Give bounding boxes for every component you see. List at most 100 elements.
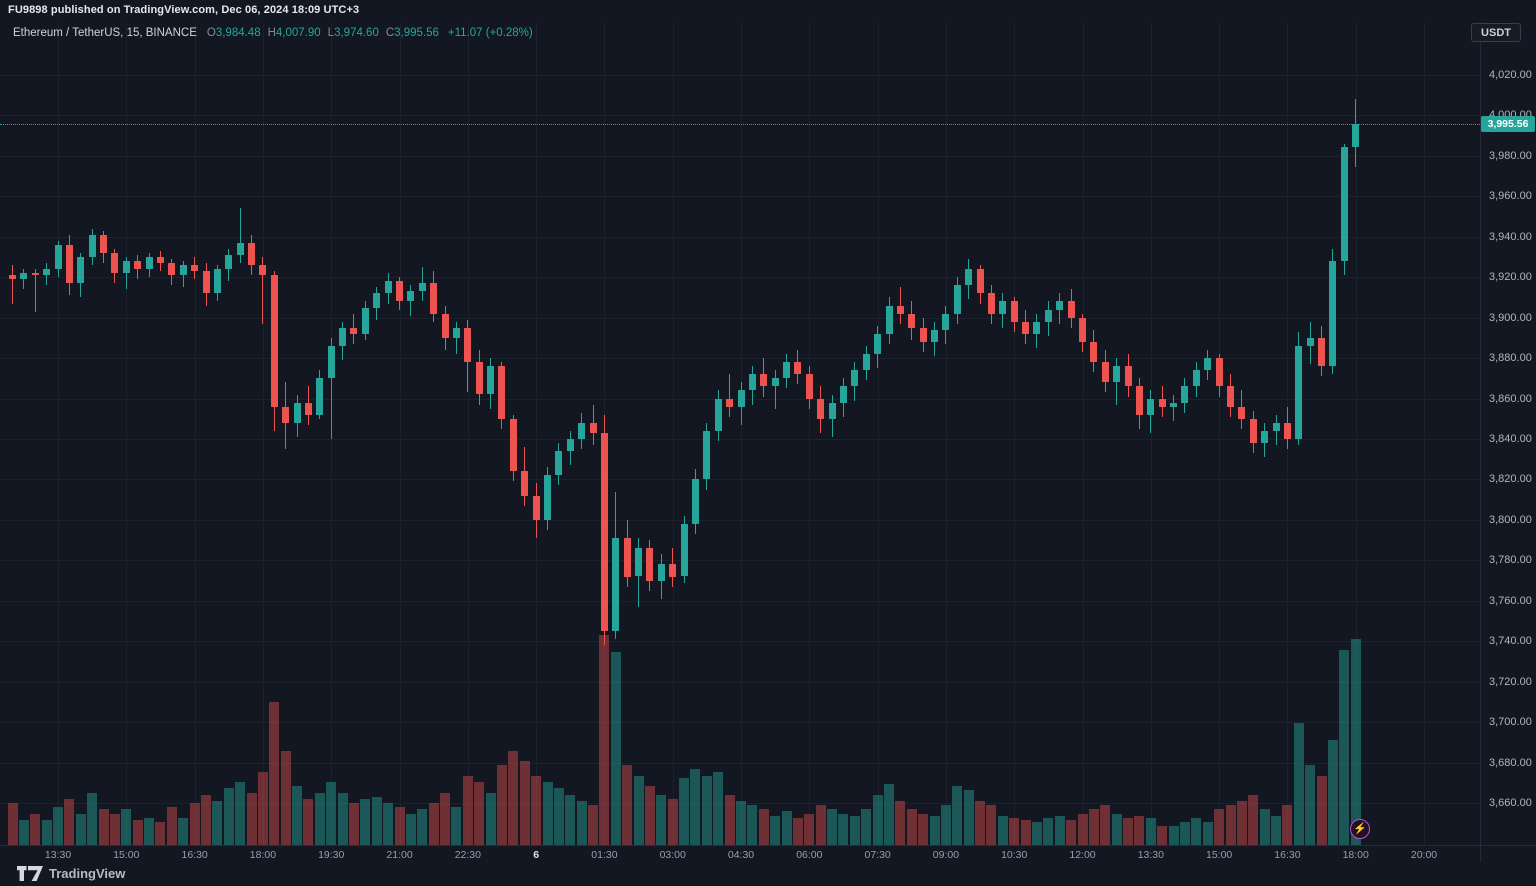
grid-line-v bbox=[468, 22, 469, 845]
tradingview-brand-text[interactable]: TradingView bbox=[49, 866, 126, 881]
chart-plot-area[interactable] bbox=[0, 22, 1480, 845]
candle-body bbox=[532, 495, 540, 520]
volume-bar bbox=[1259, 809, 1270, 845]
volume-bar bbox=[701, 775, 712, 845]
volume-bar bbox=[1054, 815, 1065, 845]
price-tick-label: 3,920.00 bbox=[1489, 271, 1532, 284]
candle-body bbox=[1352, 124, 1360, 147]
candle-body bbox=[1124, 366, 1132, 387]
grid-line-v bbox=[878, 22, 879, 845]
candle-body bbox=[794, 362, 802, 375]
volume-bar bbox=[212, 800, 223, 845]
candle-body bbox=[236, 242, 244, 255]
grid-line-v bbox=[126, 22, 127, 845]
candle-body bbox=[384, 281, 392, 294]
candle-body bbox=[88, 234, 96, 257]
volume-bar bbox=[155, 821, 166, 845]
grid-line-v bbox=[1356, 22, 1357, 845]
close-value: 3,995.56 bbox=[394, 26, 439, 39]
volume-bar bbox=[109, 813, 120, 845]
price-tick-label: 3,700.00 bbox=[1489, 716, 1532, 729]
volume-bar bbox=[792, 817, 803, 845]
volume-bar bbox=[531, 775, 542, 845]
volume-bar bbox=[667, 798, 678, 845]
volume-bar bbox=[121, 809, 132, 845]
volume-bar bbox=[360, 798, 371, 845]
grid-line-h bbox=[0, 438, 1480, 440]
candle-wick bbox=[330, 337, 332, 439]
time-tick-label: 20:00 bbox=[1410, 849, 1438, 861]
volume-bar bbox=[383, 803, 394, 845]
volume-bar bbox=[542, 782, 553, 845]
volume-bar bbox=[1145, 817, 1156, 845]
tradingview-logo-icon[interactable] bbox=[17, 866, 43, 881]
candle-body bbox=[862, 354, 870, 371]
candle-body bbox=[703, 430, 711, 480]
candle-body bbox=[350, 327, 358, 334]
candle-body bbox=[1227, 386, 1234, 407]
grid-line-h bbox=[0, 115, 1480, 117]
volume-bar bbox=[1088, 809, 1099, 845]
candle-body bbox=[77, 256, 85, 284]
volume-bar bbox=[713, 771, 724, 845]
candle-body bbox=[1295, 345, 1303, 439]
publisher-text: FU9898 published on TradingView.com, Dec… bbox=[8, 4, 360, 16]
grid-line-h bbox=[0, 236, 1480, 238]
volume-bar bbox=[588, 805, 599, 845]
candle-body bbox=[396, 281, 404, 302]
volume-bar bbox=[918, 813, 929, 845]
volume-bar bbox=[201, 794, 212, 845]
candle-body bbox=[168, 263, 176, 276]
volume-bar bbox=[474, 782, 485, 845]
volume-bar bbox=[1271, 815, 1282, 845]
candle-body bbox=[589, 422, 597, 433]
price-tick-label: 3,680.00 bbox=[1489, 756, 1532, 769]
price-tick-label: 3,940.00 bbox=[1489, 230, 1532, 243]
candle-body bbox=[1181, 386, 1189, 403]
price-axis[interactable]: 4,020.004,000.003,980.003,960.003,940.00… bbox=[1480, 22, 1536, 845]
candle-body bbox=[134, 261, 142, 270]
time-tick-label: 15:00 bbox=[113, 849, 140, 861]
volume-bar bbox=[132, 819, 143, 845]
volume-bar bbox=[257, 771, 268, 845]
candle-wick bbox=[262, 256, 264, 324]
volume-bar bbox=[235, 782, 246, 845]
volume-bar bbox=[269, 702, 280, 845]
volume-bar bbox=[884, 784, 894, 845]
grid-line-h bbox=[0, 519, 1480, 521]
candle-body bbox=[65, 244, 73, 284]
candle-body bbox=[1306, 337, 1314, 346]
candle-body bbox=[122, 261, 130, 274]
time-axis[interactable]: 13:30 15:00 16:30 18:00 19:30 21:00 22:30 6 01:3… bbox=[0, 845, 1480, 862]
candle-body bbox=[248, 242, 256, 266]
price-tick-label: 3,960.00 bbox=[1489, 190, 1532, 203]
candle-body bbox=[931, 329, 939, 342]
lightning-boost-icon[interactable]: ⚡ bbox=[1350, 819, 1370, 839]
volume-bar bbox=[144, 817, 155, 845]
currency-usdt-button[interactable]: USDT bbox=[1471, 23, 1521, 42]
volume-bar bbox=[41, 819, 52, 845]
grid-line-v bbox=[400, 22, 401, 845]
volume-bar bbox=[747, 805, 758, 845]
volume-bar bbox=[485, 792, 496, 845]
grid-line-h bbox=[0, 762, 1480, 764]
candle-body bbox=[464, 327, 472, 363]
candle-body bbox=[521, 471, 529, 496]
grid-line-h bbox=[0, 802, 1480, 804]
volume-bar bbox=[1111, 813, 1122, 845]
candle-body bbox=[896, 305, 904, 314]
candle-wick bbox=[239, 208, 241, 264]
candle-body bbox=[748, 374, 756, 391]
candle-body bbox=[965, 269, 973, 286]
candle-body bbox=[817, 398, 825, 419]
volume-bar bbox=[326, 782, 337, 845]
volume-bar bbox=[1031, 821, 1042, 845]
candle-body bbox=[1044, 309, 1052, 322]
candle-body bbox=[1079, 317, 1087, 342]
price-tick-label: 4,020.00 bbox=[1489, 69, 1532, 81]
volume-bar bbox=[440, 792, 451, 845]
grid-line-v bbox=[263, 22, 264, 845]
volume-bar bbox=[1293, 723, 1304, 845]
candle-body bbox=[680, 523, 688, 577]
time-tick-label: 13:30 bbox=[44, 849, 72, 861]
